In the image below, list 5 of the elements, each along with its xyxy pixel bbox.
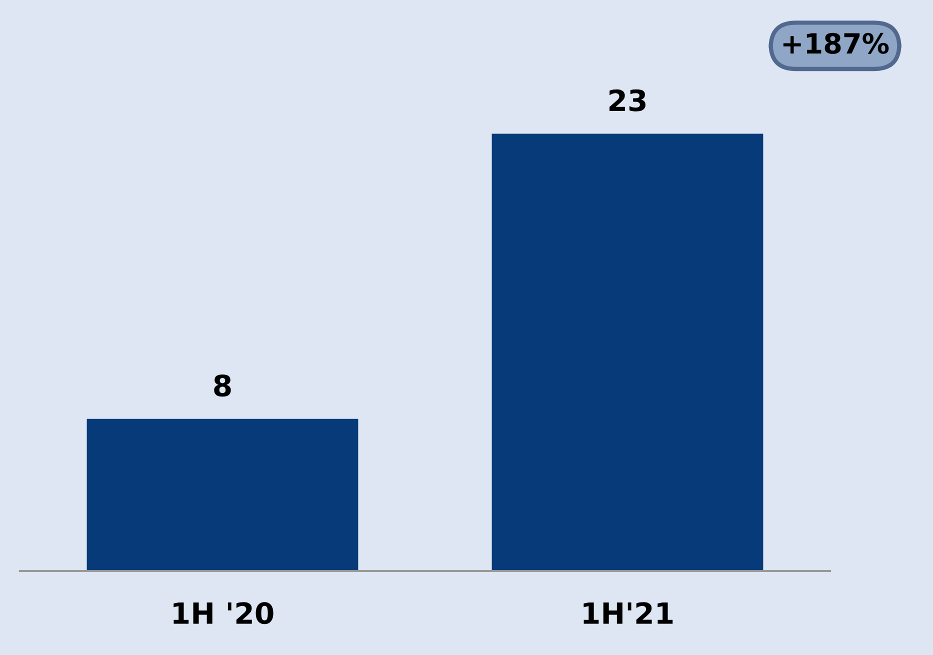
x-tick-label: 1H '20 <box>174 602 274 624</box>
x-tick-label: 1H'21 <box>584 602 673 624</box>
data-label: 23 <box>610 89 646 112</box>
data-label: 8 <box>214 374 231 397</box>
text: +187% <box>783 32 889 54</box>
